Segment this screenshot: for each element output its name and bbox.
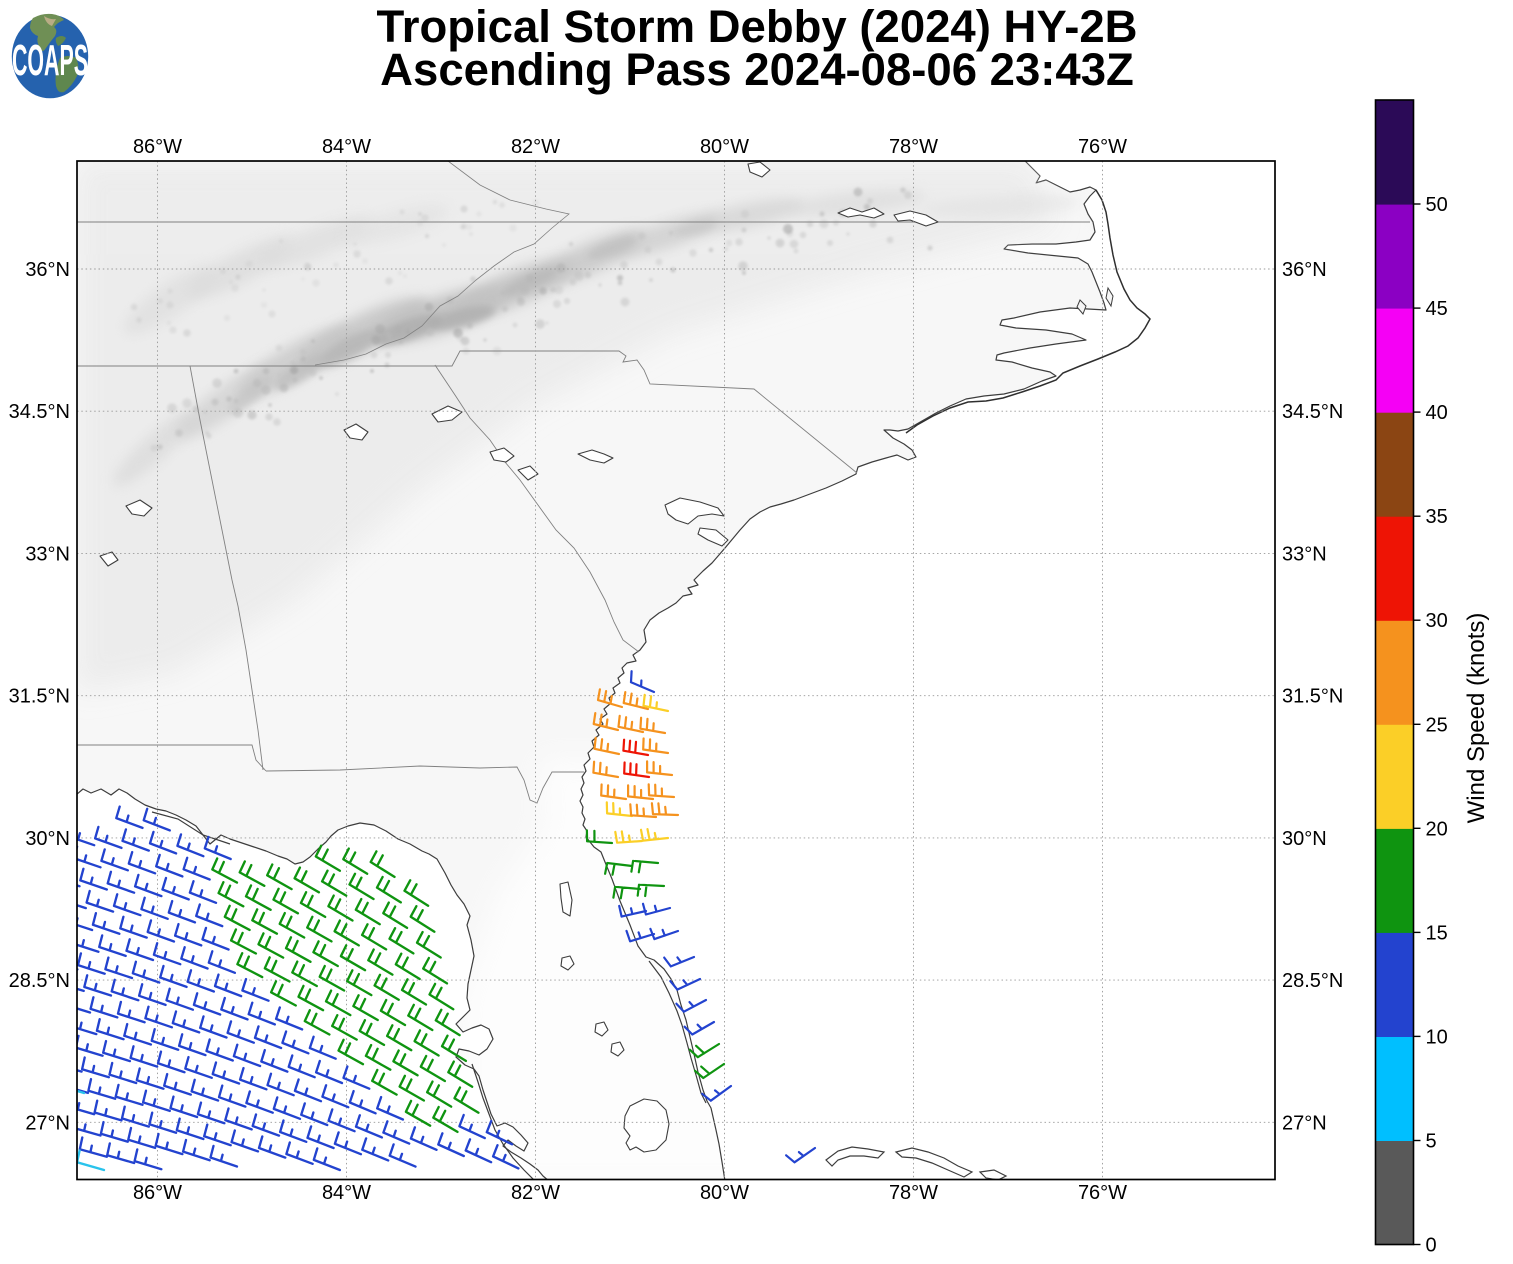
svg-text:31.5°N: 31.5°N (1282, 686, 1343, 708)
svg-text:36°N: 36°N (1282, 259, 1327, 281)
svg-text:20: 20 (1426, 818, 1448, 840)
svg-text:76°W: 76°W (1078, 136, 1127, 158)
svg-text:40: 40 (1426, 402, 1448, 424)
svg-text:34.5°N: 34.5°N (1282, 401, 1343, 423)
svg-text:80°W: 80°W (700, 1182, 749, 1204)
svg-text:27°N: 27°N (1282, 1112, 1327, 1134)
svg-text:82°W: 82°W (511, 1182, 560, 1204)
svg-text:78°W: 78°W (889, 136, 938, 158)
svg-text:33°N: 33°N (25, 543, 70, 565)
svg-text:33°N: 33°N (1282, 543, 1327, 565)
svg-text:86°W: 86°W (133, 136, 182, 158)
svg-text:36°N: 36°N (25, 259, 70, 281)
svg-text:27°N: 27°N (25, 1112, 70, 1134)
svg-text:15: 15 (1426, 922, 1448, 944)
svg-text:5: 5 (1426, 1131, 1437, 1153)
svg-text:35: 35 (1426, 506, 1448, 528)
svg-text:45: 45 (1426, 298, 1448, 320)
svg-text:Wind Speed (knots): Wind Speed (knots) (1463, 613, 1490, 824)
svg-text:30: 30 (1426, 610, 1448, 632)
svg-text:86°W: 86°W (133, 1182, 182, 1204)
svg-text:34.5°N: 34.5°N (9, 401, 70, 423)
svg-text:Tropical Storm Debby (2024) HY: Tropical Storm Debby (2024) HY-2B (376, 1, 1137, 52)
svg-text:76°W: 76°W (1078, 1182, 1127, 1204)
svg-text:COAPS: COAPS (12, 36, 88, 85)
svg-text:Ascending Pass 2024-08-06 23:4: Ascending Pass 2024-08-06 23:43Z (380, 44, 1134, 95)
svg-text:28.5°N: 28.5°N (9, 970, 70, 992)
svg-text:78°W: 78°W (889, 1182, 938, 1204)
svg-text:30°N: 30°N (1282, 828, 1327, 850)
svg-text:50: 50 (1426, 194, 1448, 216)
svg-text:84°W: 84°W (322, 136, 371, 158)
svg-text:10: 10 (1426, 1026, 1448, 1048)
svg-text:28.5°N: 28.5°N (1282, 970, 1343, 992)
svg-text:82°W: 82°W (511, 136, 560, 158)
svg-text:0: 0 (1426, 1235, 1437, 1257)
svg-text:30°N: 30°N (25, 828, 70, 850)
svg-text:25: 25 (1426, 714, 1448, 736)
svg-text:31.5°N: 31.5°N (9, 686, 70, 708)
svg-text:80°W: 80°W (700, 136, 749, 158)
svg-text:84°W: 84°W (322, 1182, 371, 1204)
